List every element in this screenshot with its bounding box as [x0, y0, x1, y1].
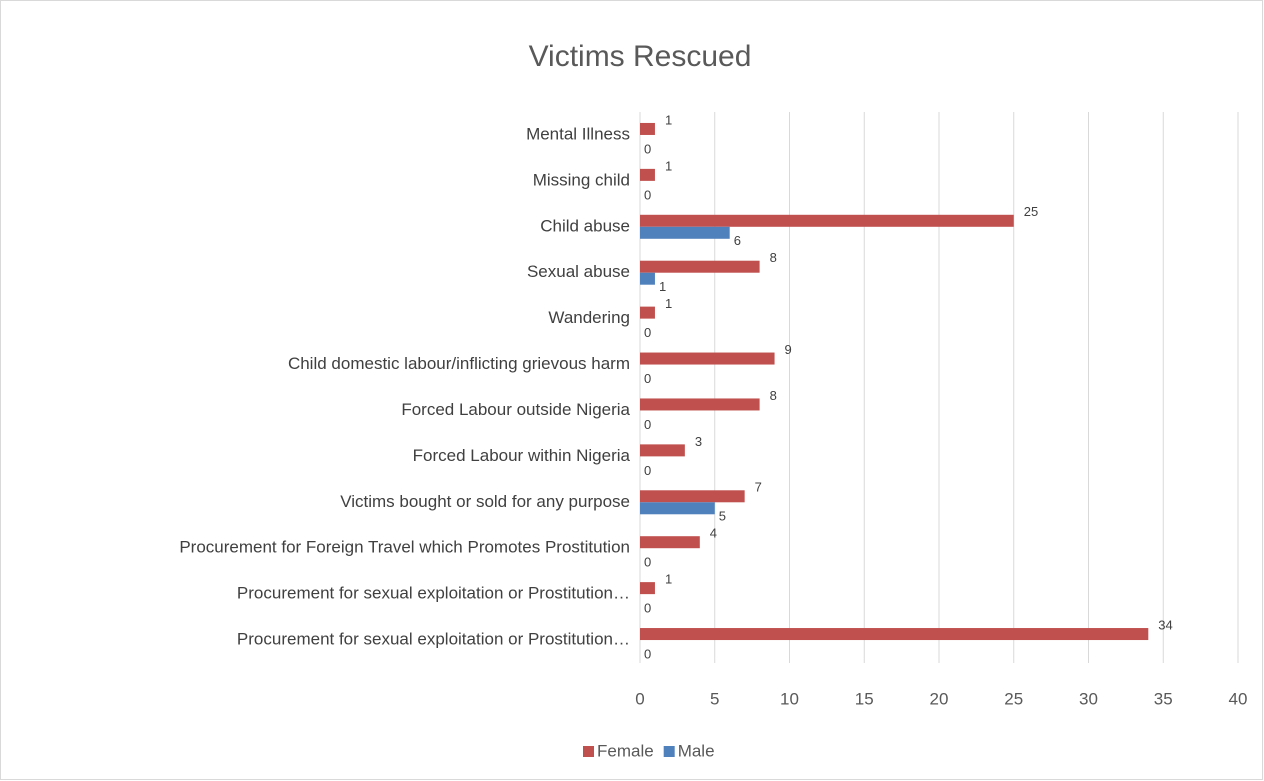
data-label: 0 — [644, 187, 651, 202]
bar — [640, 352, 775, 365]
data-label: 9 — [785, 342, 792, 357]
data-label: 0 — [644, 646, 651, 661]
x-tick-label: 0 — [635, 689, 644, 708]
x-tick-label: 25 — [1004, 689, 1023, 708]
bar — [640, 214, 1014, 227]
data-label: 5 — [719, 509, 726, 524]
data-label: 8 — [770, 388, 777, 403]
x-tick-label: 20 — [930, 689, 949, 708]
data-label: 1 — [665, 572, 672, 587]
bar — [640, 502, 715, 515]
data-label: 0 — [644, 463, 651, 478]
bar — [640, 226, 730, 239]
y-tick-label: Sexual abuse — [527, 262, 630, 281]
data-label: 25 — [1024, 204, 1038, 219]
bar — [640, 306, 655, 319]
y-tick-label: Child abuse — [540, 216, 630, 235]
bar — [640, 536, 700, 549]
y-tick-label: Forced Labour within Nigeria — [413, 446, 631, 465]
data-label: 1 — [665, 296, 672, 311]
x-tick-label: 5 — [710, 689, 719, 708]
y-tick-label: Forced Labour outside Nigeria — [401, 400, 630, 419]
data-label: 0 — [644, 141, 651, 156]
x-tick-label: 35 — [1154, 689, 1173, 708]
x-tick-label: 30 — [1079, 689, 1098, 708]
data-label: 6 — [734, 233, 741, 248]
bar — [640, 122, 655, 135]
legend-swatch — [583, 746, 594, 757]
chart-title: Victims Rescued — [529, 40, 752, 73]
bar — [640, 628, 1149, 641]
legend-label: Male — [678, 741, 715, 760]
data-label: 3 — [695, 434, 702, 449]
y-tick-label: Procurement for Foreign Travel which Pro… — [179, 538, 630, 557]
data-label: 34 — [1158, 617, 1172, 632]
y-tick-label: Missing child — [533, 170, 630, 189]
y-tick-label: Procurement for sexual exploitation or P… — [237, 584, 630, 603]
bar — [640, 272, 655, 285]
legend-label: Female — [597, 741, 654, 760]
y-tick-label: Child domestic labour/inflicting grievou… — [288, 354, 630, 373]
bar — [640, 168, 655, 181]
data-label: 0 — [644, 601, 651, 616]
x-tick-label: 10 — [780, 689, 799, 708]
data-label: 1 — [665, 112, 672, 127]
y-tick-label: Mental Illness — [526, 124, 630, 143]
data-label: 1 — [659, 279, 666, 294]
bar — [640, 490, 745, 503]
bar — [640, 260, 760, 273]
x-tick-label: 15 — [855, 689, 874, 708]
x-tick-label: 40 — [1229, 689, 1248, 708]
bar — [640, 444, 685, 457]
bar — [640, 398, 760, 411]
legend-swatch — [663, 746, 675, 757]
data-label: 1 — [665, 158, 672, 173]
data-label: 0 — [644, 371, 651, 386]
y-tick-label: Wandering — [548, 308, 630, 327]
y-tick-label: Procurement for sexual exploitation or P… — [237, 630, 630, 649]
data-label: 7 — [755, 480, 762, 495]
data-label: 4 — [710, 526, 717, 541]
data-label: 0 — [644, 555, 651, 570]
data-label: 8 — [770, 250, 777, 265]
y-tick-label: Victims bought or sold for any purpose — [340, 492, 630, 511]
bar — [640, 582, 655, 595]
data-label: 0 — [644, 417, 651, 432]
data-label: 0 — [644, 325, 651, 340]
